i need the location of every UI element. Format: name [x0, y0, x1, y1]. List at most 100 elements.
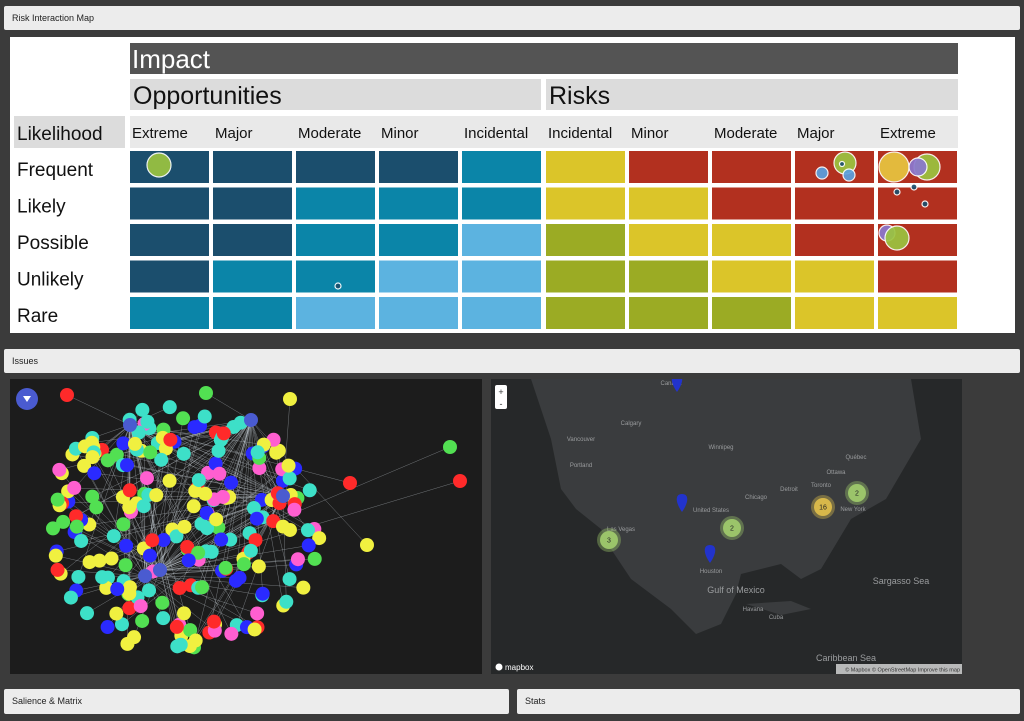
node	[269, 445, 284, 460]
edge	[163, 419, 252, 541]
matrix-cell	[878, 297, 957, 329]
column-label: Extreme	[132, 125, 188, 142]
edge	[129, 424, 279, 494]
map-label: Winnipeg	[708, 445, 733, 451]
edge	[130, 511, 146, 577]
node	[104, 551, 119, 566]
node	[224, 475, 239, 490]
edge	[159, 517, 263, 571]
node	[162, 400, 177, 415]
column-label: Extreme	[880, 125, 936, 142]
cluster-count: 3	[607, 538, 611, 545]
panel-header: Salience & Matrix	[4, 689, 509, 714]
node	[169, 619, 184, 634]
node	[177, 519, 192, 534]
node	[139, 471, 154, 486]
map-label: Caribbean Sea	[816, 653, 876, 663]
matrix-cell	[213, 297, 292, 329]
map-label: Sargasso Sea	[873, 576, 930, 586]
edge	[159, 494, 291, 571]
node	[56, 514, 71, 529]
node	[180, 539, 195, 554]
cluster	[848, 484, 866, 502]
map-label: Vancouver	[567, 437, 595, 443]
node	[216, 426, 231, 441]
edge	[94, 473, 284, 497]
matrix-cell	[213, 224, 292, 256]
issue-bubble	[893, 188, 901, 196]
matrix-cell	[629, 187, 708, 220]
edge	[282, 495, 287, 602]
hub-node	[244, 413, 258, 427]
row-label: Likely	[17, 197, 66, 218]
map-label: Chicago	[745, 495, 768, 501]
node	[63, 590, 78, 605]
node	[135, 613, 150, 628]
node	[122, 601, 137, 616]
node	[283, 392, 297, 406]
node	[300, 523, 315, 538]
node	[74, 533, 89, 548]
matrix-cell	[712, 260, 791, 293]
map-label: Las Vegas	[607, 527, 635, 533]
node	[301, 538, 316, 553]
node	[100, 620, 115, 635]
matrix-cell	[130, 297, 209, 329]
node	[143, 445, 158, 460]
network-graph	[10, 379, 482, 674]
matrix-cell	[795, 187, 874, 220]
node	[127, 436, 142, 451]
node	[89, 500, 104, 515]
node	[188, 633, 203, 648]
hub-node	[276, 489, 290, 503]
matrix-cell	[795, 224, 874, 256]
node	[252, 461, 267, 476]
node	[140, 414, 155, 429]
group-title: Risks	[549, 82, 610, 110]
issue-bubble	[908, 157, 928, 177]
matrix-cell	[379, 260, 458, 293]
filter-icon	[23, 396, 31, 402]
matrix-cell	[629, 260, 708, 293]
zoom-control	[495, 385, 507, 409]
panel-header: Stats	[517, 689, 1020, 714]
map: Canada Vancouver Portland Calgary Winnipeg Ch…	[491, 379, 962, 674]
node	[133, 599, 148, 614]
matrix-cell	[712, 297, 791, 329]
cluster-count: 2	[855, 491, 859, 498]
column-label: Minor	[381, 125, 419, 142]
node	[142, 548, 157, 563]
row-label: Possible	[17, 233, 89, 254]
matrix-cell	[462, 260, 541, 293]
node	[251, 559, 266, 574]
map-label: Havana	[743, 607, 764, 613]
node	[248, 533, 263, 548]
panel-header: Issues	[4, 349, 1020, 373]
node	[122, 586, 137, 601]
map-label: Cuba	[769, 615, 784, 621]
column-label: Incidental	[464, 125, 528, 142]
group-title: Opportunities	[133, 82, 282, 110]
node	[232, 570, 247, 585]
node	[275, 519, 290, 534]
node	[127, 630, 142, 645]
node	[218, 560, 233, 575]
land	[746, 601, 811, 615]
matrix-cell	[130, 260, 209, 293]
map-label: New York	[840, 507, 866, 513]
node	[95, 570, 110, 585]
matrix-cell	[629, 151, 708, 183]
node	[183, 623, 198, 638]
node	[122, 483, 137, 498]
node	[224, 626, 239, 641]
edge	[159, 569, 258, 628]
node	[163, 432, 178, 447]
node	[282, 471, 297, 486]
zoom-in: +	[498, 387, 503, 397]
node	[176, 446, 191, 461]
impact-title: Impact	[132, 44, 211, 74]
node	[48, 548, 63, 563]
edge	[205, 392, 252, 421]
node	[195, 580, 210, 595]
node	[209, 512, 224, 527]
